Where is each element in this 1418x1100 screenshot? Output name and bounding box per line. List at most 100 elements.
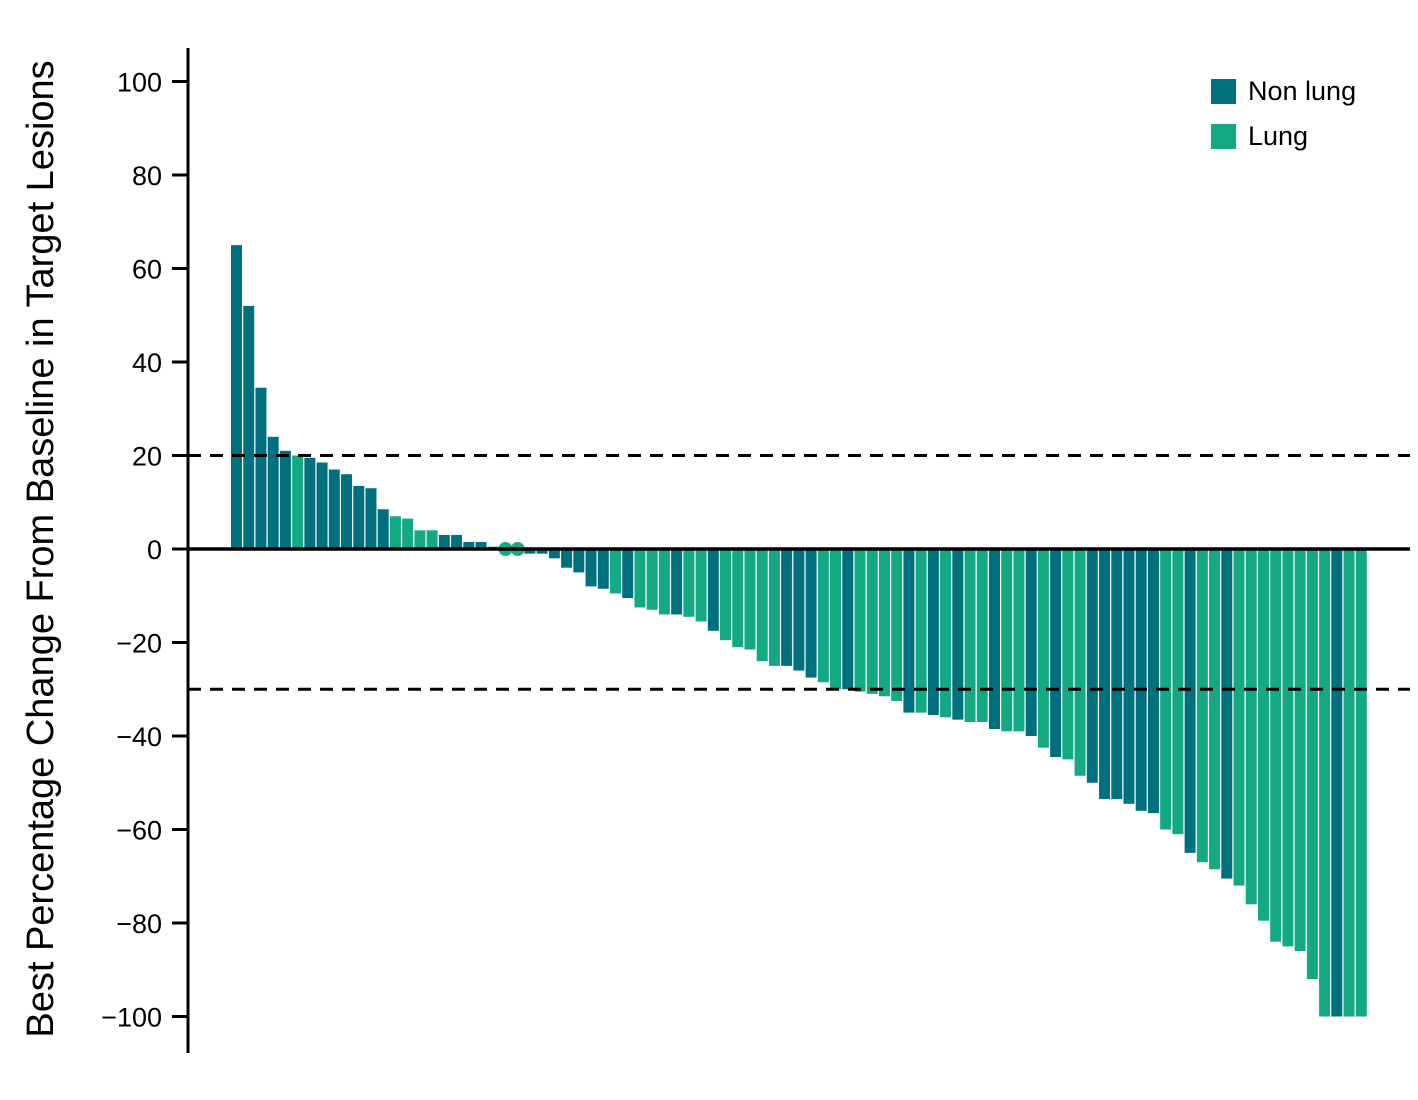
bar-non-lung bbox=[622, 549, 634, 599]
y-tick-label: −60 bbox=[116, 816, 162, 846]
bar-non-lung bbox=[1099, 549, 1111, 800]
bar-non-lung bbox=[1111, 549, 1123, 800]
bar-lung bbox=[866, 549, 878, 694]
bar-lung bbox=[695, 549, 707, 622]
bar-non-lung bbox=[267, 436, 279, 549]
y-tick-label: 60 bbox=[132, 255, 162, 285]
bar-non-lung bbox=[573, 549, 585, 573]
bar-non-lung bbox=[952, 549, 964, 720]
bar-non-lung bbox=[548, 549, 560, 559]
bar-lung bbox=[1306, 549, 1318, 980]
bar-lung bbox=[1343, 549, 1355, 1017]
bar-lung bbox=[1037, 549, 1049, 748]
y-tick-label: 0 bbox=[147, 535, 162, 565]
bar-lung bbox=[1355, 549, 1367, 1017]
bar-non-lung bbox=[1086, 549, 1098, 783]
bar-non-lung bbox=[561, 549, 573, 568]
bar-lung bbox=[915, 549, 927, 713]
bar-non-lung bbox=[671, 549, 683, 615]
bar-non-lung bbox=[524, 549, 536, 554]
legend-swatch bbox=[1211, 124, 1236, 149]
bar-lung bbox=[1294, 549, 1306, 952]
bar-lung bbox=[402, 518, 414, 549]
bar-non-lung bbox=[438, 534, 450, 549]
bar-lung bbox=[891, 549, 903, 701]
bar-lung bbox=[1319, 549, 1331, 1017]
bar-lung bbox=[940, 549, 952, 718]
bar-non-lung bbox=[328, 469, 340, 549]
bar-non-lung bbox=[842, 549, 854, 690]
y-tick-label: −100 bbox=[101, 1003, 162, 1033]
bar-lung bbox=[964, 549, 976, 722]
bar-lung bbox=[1257, 549, 1269, 921]
legend-label: Lung bbox=[1248, 121, 1308, 151]
bar-non-lung bbox=[1135, 549, 1147, 811]
bar-lung bbox=[976, 549, 988, 722]
bar-lung bbox=[658, 549, 670, 615]
bar-non-lung bbox=[353, 485, 365, 549]
bar-lung bbox=[878, 549, 890, 697]
bar-lung bbox=[414, 530, 426, 549]
bar-non-lung bbox=[243, 305, 255, 549]
bar-non-lung bbox=[255, 387, 267, 549]
bar-non-lung bbox=[805, 549, 817, 678]
y-tick-label: 80 bbox=[132, 161, 162, 191]
bar-lung bbox=[1013, 549, 1025, 732]
bar-non-lung bbox=[377, 509, 389, 549]
legend-label: Non lung bbox=[1248, 76, 1356, 106]
bar-non-lung bbox=[1123, 549, 1135, 804]
bar-lung bbox=[389, 516, 401, 549]
y-tick-label: −20 bbox=[116, 629, 162, 659]
bar-lung bbox=[744, 549, 756, 650]
y-tick-label: −80 bbox=[116, 909, 162, 939]
bar-lung bbox=[292, 455, 304, 549]
bar-lung bbox=[1282, 549, 1294, 947]
bar-lung bbox=[1001, 549, 1013, 732]
bar-lung bbox=[756, 549, 768, 662]
bar-lung bbox=[1172, 549, 1184, 835]
bar-lung bbox=[646, 549, 658, 610]
bar-lung bbox=[1062, 549, 1074, 760]
bar-non-lung bbox=[1147, 549, 1159, 814]
bar-non-lung bbox=[1184, 549, 1196, 853]
y-tick-label: 40 bbox=[132, 348, 162, 378]
bar-non-lung bbox=[536, 549, 548, 554]
y-tick-label: 100 bbox=[117, 68, 162, 98]
bar-lung bbox=[732, 549, 744, 648]
bar-non-lung bbox=[903, 549, 915, 713]
bar-non-lung bbox=[1221, 549, 1233, 879]
bar-lung bbox=[610, 549, 621, 594]
bar-lung bbox=[1209, 549, 1221, 870]
bar-lung bbox=[1196, 549, 1208, 863]
bar-non-lung bbox=[927, 549, 939, 715]
bar-non-lung bbox=[231, 245, 242, 550]
legend-swatch bbox=[1211, 79, 1236, 104]
legend: Non lung Lung bbox=[1211, 76, 1356, 151]
bars-group bbox=[231, 245, 1367, 1017]
bar-non-lung bbox=[989, 549, 1000, 729]
bar-lung bbox=[1245, 549, 1257, 905]
bar-non-lung bbox=[707, 549, 719, 631]
bar-lung bbox=[1270, 549, 1282, 942]
bar-non-lung bbox=[304, 457, 316, 549]
bar-non-lung bbox=[365, 488, 377, 549]
bar-lung bbox=[1074, 549, 1086, 776]
bar-non-lung bbox=[451, 534, 463, 549]
y-ticks: 100 80 60 40 20 0 −20 −40 −60 −80 −100 bbox=[101, 68, 188, 1033]
bar-lung bbox=[817, 549, 829, 683]
bar-lung bbox=[768, 549, 780, 666]
bar-non-lung bbox=[1331, 549, 1343, 1017]
bar-lung bbox=[854, 549, 866, 692]
bar-non-lung bbox=[793, 549, 805, 671]
bar-non-lung bbox=[316, 462, 328, 549]
bar-non-lung bbox=[463, 541, 475, 549]
y-axis-label: Best Percentage Change From Baseline in … bbox=[20, 60, 62, 1037]
bar-non-lung bbox=[1050, 549, 1062, 758]
y-tick-label: −40 bbox=[116, 722, 162, 752]
bar-non-lung bbox=[341, 474, 353, 549]
bar-non-lung bbox=[597, 549, 609, 589]
bar-non-lung bbox=[781, 549, 793, 666]
bar-non-lung bbox=[1025, 549, 1037, 736]
reference-lines bbox=[188, 454, 1410, 691]
